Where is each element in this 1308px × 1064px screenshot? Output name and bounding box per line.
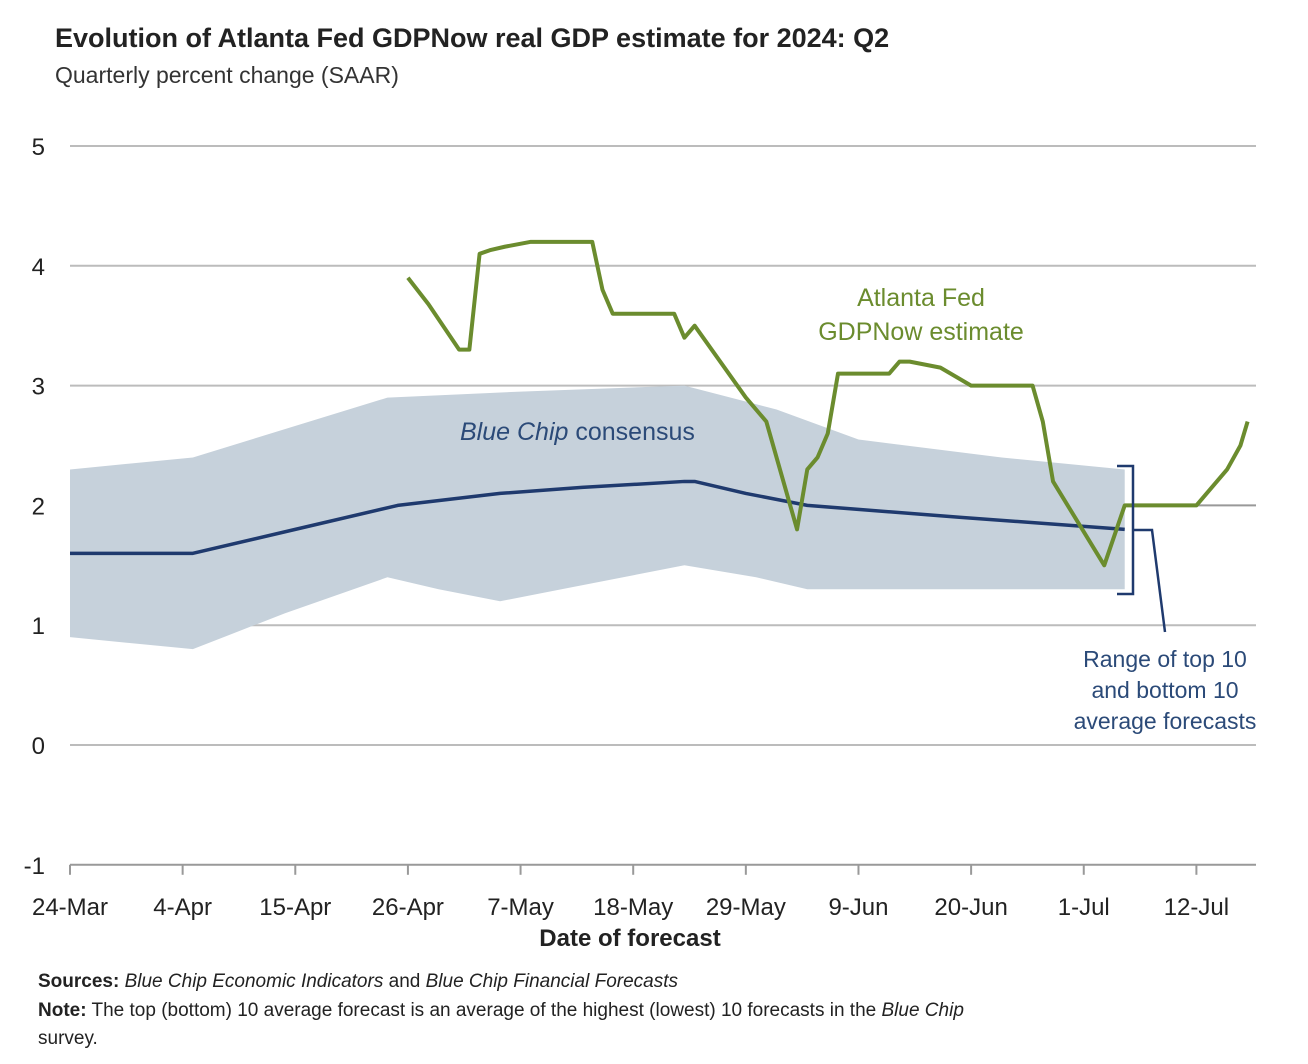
x-axis-ticks: 24-Mar 4-Apr 15-Apr 26-Apr 7-May 18-May 29-May… xyxy=(32,864,1229,921)
chart-subtitle: Quarterly percent change (SAAR) xyxy=(55,62,399,88)
range-label-line1: Range of top 10 xyxy=(1083,646,1247,672)
note-line-2: survey. xyxy=(38,1028,98,1049)
sources-and: and xyxy=(389,971,421,992)
series-lines xyxy=(69,239,1250,568)
forecast-range-area xyxy=(70,385,1125,650)
forecast-range-band xyxy=(70,385,1125,650)
x-tick-label: 12-Jul xyxy=(1164,894,1229,921)
x-axis-label: Date of forecast xyxy=(539,925,720,952)
y-tick-label: 3 xyxy=(32,374,45,401)
x-tick-label: 9-Jun xyxy=(828,894,888,921)
range-label-line3: average forecasts xyxy=(1074,708,1257,734)
x-tick-label: 7-May xyxy=(487,894,554,921)
sources-line: Sources: Blue Chip Economic Indicators a… xyxy=(38,971,678,992)
y-tick-label: -1 xyxy=(24,853,45,880)
note-label: Note: xyxy=(38,1000,87,1021)
y-tick-label: 0 xyxy=(32,733,45,760)
y-axis-ticks: 5 4 3 2 1 0 -1 xyxy=(24,134,45,880)
gdpnow-label-line1: Atlanta Fed xyxy=(857,284,985,312)
y-tick-label: 1 xyxy=(32,613,45,640)
range-bracket xyxy=(1117,464,1167,633)
y-tick-label: 5 xyxy=(32,134,45,161)
y-tick-label: 2 xyxy=(32,493,45,520)
consensus-label-rest: consensus xyxy=(575,418,695,446)
chart-title: Evolution of Atlanta Fed GDPNow real GDP… xyxy=(55,23,889,53)
x-tick-label: 24-Mar xyxy=(32,894,108,921)
note-italic: Blue Chip xyxy=(882,1000,964,1021)
consensus-label-italic: Blue Chip xyxy=(460,418,568,446)
range-label-line2: and bottom 10 xyxy=(1091,677,1238,703)
y-tick-label: 4 xyxy=(32,254,45,281)
x-tick-label: 4-Apr xyxy=(153,894,212,921)
x-tick-label: 20-Jun xyxy=(934,894,1007,921)
note-text: The top (bottom) 10 average forecast is … xyxy=(92,1000,877,1021)
x-tick-label: 29-May xyxy=(706,894,786,921)
sources-label: Sources: xyxy=(38,971,119,992)
note-line: Note: The top (bottom) 10 average foreca… xyxy=(38,1000,964,1021)
blue-chip-consensus-line xyxy=(70,479,1125,556)
sources-italic-2: Blue Chip Financial Forecasts xyxy=(426,971,679,992)
x-tick-label: 1-Jul xyxy=(1058,894,1110,921)
sources-italic-1: Blue Chip Economic Indicators xyxy=(125,971,384,992)
x-tick-label: 18-May xyxy=(593,894,673,921)
x-tick-label: 15-Apr xyxy=(259,894,331,921)
gdpnow-label-line2: GDPNow estimate xyxy=(818,318,1024,346)
consensus-label: Blue Chip consensus xyxy=(460,418,695,446)
x-tick-label: 26-Apr xyxy=(372,894,444,921)
